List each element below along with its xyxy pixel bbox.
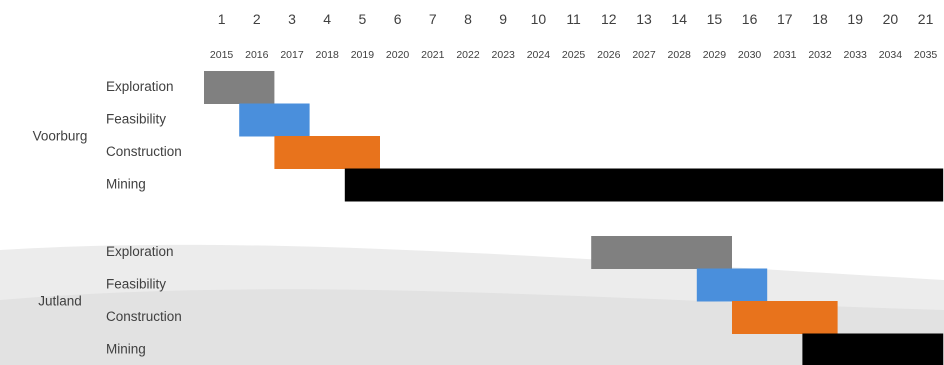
year-label: 2026	[597, 49, 621, 61]
period-label: 8	[464, 11, 472, 27]
year-label: 2029	[703, 49, 727, 61]
year-label: 2031	[773, 49, 797, 61]
gantt-bar-exploration	[204, 71, 275, 104]
site-label: Jutland	[38, 293, 82, 308]
period-label: 10	[531, 11, 547, 27]
year-label: 2023	[492, 49, 516, 61]
site-label: Voorburg	[33, 128, 88, 143]
task-label: Mining	[106, 342, 146, 357]
year-label: 2022	[456, 49, 480, 61]
year-label: 2018	[316, 49, 340, 61]
year-labels: 2015 2016 2017 2018 2019 2020 2021 2022 2023 2024…	[210, 49, 938, 61]
period-label: 16	[742, 11, 758, 27]
period-label: 6	[394, 11, 402, 27]
year-label: 2020	[386, 49, 410, 61]
bars	[204, 71, 944, 365]
year-label: 2025	[562, 49, 586, 61]
period-label: 13	[636, 11, 652, 27]
gantt-bar-construction	[732, 301, 838, 334]
task-label: Feasibility	[106, 277, 166, 292]
period-label: 21	[918, 11, 934, 27]
task-label: Feasibility	[106, 112, 166, 127]
gantt-bar-feasibility	[696, 268, 768, 302]
period-label: 17	[777, 11, 793, 27]
task-label: Mining	[106, 177, 146, 192]
task-label: Construction	[106, 144, 182, 159]
period-label: 11	[566, 11, 581, 27]
year-label: 2019	[351, 49, 375, 61]
gantt-bar-mining	[344, 168, 944, 202]
gantt-bar-feasibility	[239, 103, 310, 137]
period-labels: 1 2 3 4 5 6 7 8 9 10 11 12 13 14 15 16 17 18 19 20 21	[218, 11, 934, 27]
year-label: 2017	[280, 49, 304, 61]
period-label: 4	[323, 11, 331, 27]
task-labels: Exploration Feasibility Construction Mining…	[106, 79, 182, 357]
gantt-bar-construction	[274, 136, 380, 169]
task-label: Exploration	[106, 244, 174, 259]
period-label: 3	[288, 11, 296, 27]
gantt-bar-mining	[802, 333, 944, 365]
period-label: 20	[883, 11, 899, 27]
period-label: 9	[499, 11, 507, 27]
site-labels: Voorburg Jutland	[33, 128, 88, 308]
year-label: 2016	[245, 49, 269, 61]
year-label: 2021	[421, 49, 445, 61]
year-label: 2027	[632, 49, 656, 61]
period-label: 18	[812, 11, 828, 27]
year-label: 2024	[527, 49, 551, 61]
period-label: 5	[359, 11, 367, 27]
period-label: 1	[218, 11, 226, 27]
period-label: 12	[601, 11, 617, 27]
year-label: 2034	[879, 49, 903, 61]
period-label: 15	[707, 11, 723, 27]
period-label: 19	[847, 11, 863, 27]
task-label: Exploration	[106, 79, 174, 94]
period-label: 14	[671, 11, 687, 27]
year-label: 2032	[808, 49, 832, 61]
year-label: 2015	[210, 49, 234, 61]
year-label: 2035	[914, 49, 938, 61]
gantt-bar-exploration	[591, 236, 732, 269]
period-label: 7	[429, 11, 437, 27]
year-label: 2028	[668, 49, 692, 61]
year-label: 2030	[738, 49, 762, 61]
year-label: 2033	[844, 49, 868, 61]
period-label: 2	[253, 11, 261, 27]
task-label: Construction	[106, 309, 182, 324]
